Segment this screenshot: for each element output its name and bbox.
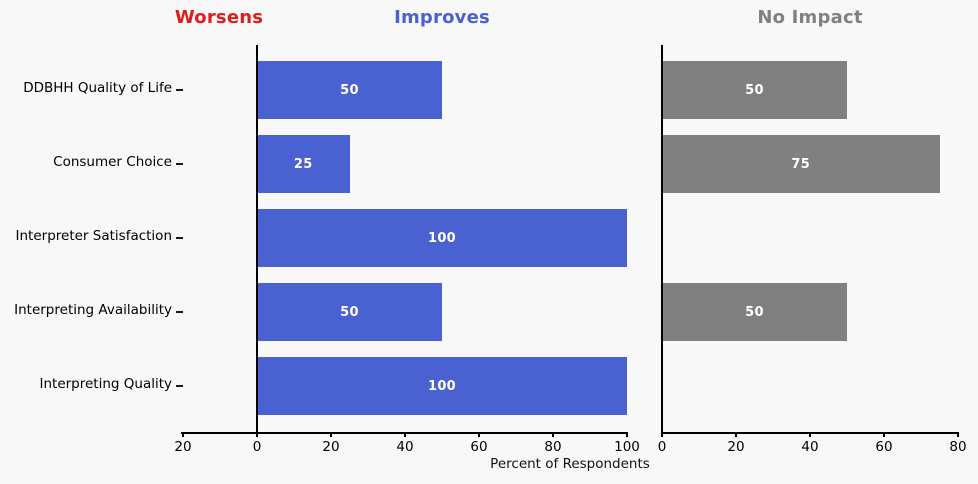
bar-value-label: 50 xyxy=(745,82,764,98)
bar-value-label: 100 xyxy=(427,230,457,246)
category-label-2: Interpreter Satisfaction xyxy=(15,228,172,244)
x-tick-label-change-panel-1: 0 xyxy=(252,439,262,455)
x-tick-label-no-impact-panel-1: 20 xyxy=(727,439,745,455)
category-label-4: Interpreting Quality xyxy=(39,376,172,392)
legend-worsens: Worsens xyxy=(174,7,264,28)
bar-improves-2: 100 xyxy=(257,209,627,267)
bar-value-label: 50 xyxy=(340,82,359,98)
x-tick-no-impact-panel-1 xyxy=(735,432,737,437)
bar-improves-1: 25 xyxy=(257,135,350,193)
bar-no-impact-3: 50 xyxy=(662,283,847,341)
legend-improves: Improves xyxy=(394,7,490,28)
x-tick-change-panel-2 xyxy=(330,432,332,437)
x-tick-label-change-panel-3: 40 xyxy=(396,439,414,455)
bar-no-impact-1: 75 xyxy=(662,135,940,193)
bar-value-label: 25 xyxy=(293,156,313,172)
category-label-0: DDBHH Quality of Life xyxy=(23,80,172,96)
bar-no-impact-0: 50 xyxy=(662,61,847,119)
x-tick-no-impact-panel-4 xyxy=(957,432,959,437)
x-tick-label-change-panel-4: 60 xyxy=(470,439,488,455)
x-tick-label-no-impact-panel-3: 60 xyxy=(875,439,893,455)
x-tick-no-impact-panel-2 xyxy=(809,432,811,437)
x-tick-change-panel-5 xyxy=(552,432,554,437)
y-tick-2 xyxy=(176,237,183,239)
x-tick-label-no-impact-panel-2: 40 xyxy=(801,439,819,455)
bar-value-label: 50 xyxy=(340,304,359,320)
legend-no-impact: No Impact xyxy=(757,7,863,28)
y-tick-3 xyxy=(176,311,183,313)
x-tick-change-panel-6 xyxy=(626,432,628,437)
zero-baseline-right-panel xyxy=(661,45,663,433)
x-tick-no-impact-panel-0 xyxy=(661,432,663,437)
x-tick-label-change-panel-2: 20 xyxy=(322,439,340,455)
x-tick-change-panel-1 xyxy=(256,432,258,437)
x-tick-label-no-impact-panel-0: 0 xyxy=(657,439,667,455)
bar-improves-3: 50 xyxy=(257,283,442,341)
y-tick-1 xyxy=(176,163,183,165)
bar-improves-4: 100 xyxy=(257,357,627,415)
x-tick-change-panel-3 xyxy=(404,432,406,437)
bar-value-label: 100 xyxy=(427,378,457,394)
x-tick-label-change-panel-5: 80 xyxy=(544,439,562,455)
category-label-3: Interpreting Availability xyxy=(14,302,172,318)
x-tick-change-panel-4 xyxy=(478,432,480,437)
x-tick-change-panel-0 xyxy=(182,432,184,437)
bar-improves-0: 50 xyxy=(257,61,442,119)
x-tick-label-no-impact-panel-4: 80 xyxy=(949,439,967,455)
x-tick-label-change-panel-6: 100 xyxy=(614,439,640,455)
x-tick-no-impact-panel-3 xyxy=(883,432,885,437)
y-tick-4 xyxy=(176,385,183,387)
x-axis-title: Percent of Respondents xyxy=(490,456,650,472)
zero-baseline-left-panel xyxy=(256,45,258,433)
y-tick-0 xyxy=(176,89,183,91)
bar-value-label: 50 xyxy=(745,304,764,320)
category-label-1: Consumer Choice xyxy=(53,154,172,170)
bar-value-label: 75 xyxy=(791,156,811,172)
x-tick-label-change-panel-0: 20 xyxy=(174,439,192,455)
